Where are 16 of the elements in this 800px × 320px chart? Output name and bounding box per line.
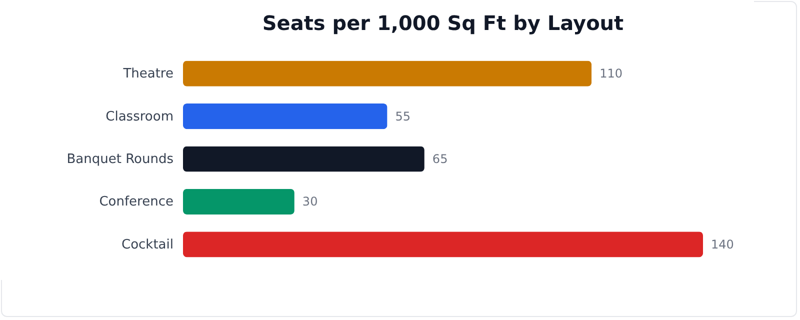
bar bbox=[183, 146, 424, 172]
data-label: 65 bbox=[432, 152, 448, 166]
chart-title: Seats per 1,000 Sq Ft by Layout bbox=[262, 11, 624, 35]
bar bbox=[183, 104, 388, 130]
bar bbox=[183, 188, 294, 214]
y-tick-label: Theatre bbox=[122, 66, 174, 82]
y-tick-label: Classroom bbox=[106, 109, 174, 124]
data-label: 110 bbox=[600, 66, 622, 81]
bar bbox=[183, 232, 703, 258]
y-tick-label: Banquet Rounds bbox=[66, 152, 174, 167]
y-tick-label: Conference bbox=[99, 194, 174, 210]
data-label: 30 bbox=[302, 194, 318, 209]
y-tick-label: Cocktail bbox=[122, 237, 174, 252]
data-label: 55 bbox=[395, 109, 411, 124]
bar bbox=[183, 60, 592, 86]
data-label: 140 bbox=[711, 237, 734, 252]
